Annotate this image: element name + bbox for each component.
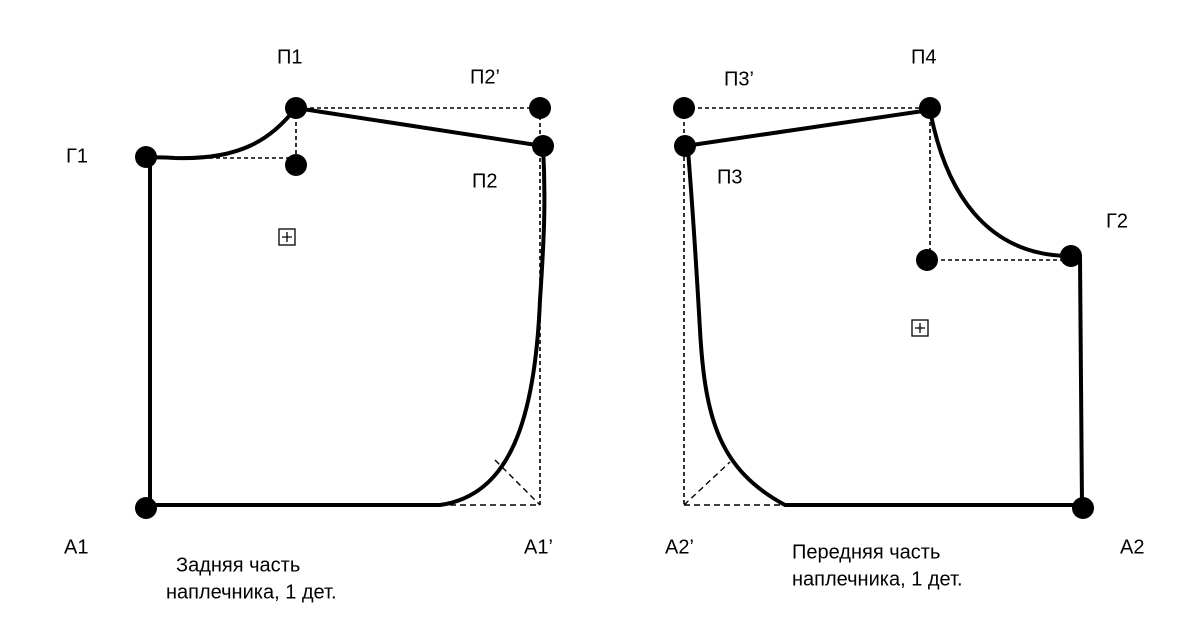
point <box>135 146 157 168</box>
point <box>529 97 551 119</box>
point-label: Г2 <box>1106 210 1128 232</box>
back-piece: П1 П2’ Г1 П2 А1 А1’ Задняя часть наплечн… <box>64 46 554 603</box>
point <box>1072 497 1094 519</box>
point <box>532 135 554 157</box>
front-piece: П3’ П4 П3 Г2 А2’ А2 Передняя часть напле… <box>665 46 1144 590</box>
point-label: А2 <box>1120 536 1144 558</box>
point-label: П4 <box>911 46 937 68</box>
point-label: А1’ <box>524 536 553 558</box>
caption: Передняя часть <box>792 541 940 563</box>
point-label: А2’ <box>665 536 694 558</box>
point <box>674 135 696 157</box>
point-label: Г1 <box>66 145 88 167</box>
outline <box>147 106 547 507</box>
caption: наплечника, 1 дет. <box>166 581 337 603</box>
point <box>135 497 157 519</box>
point-label: П1 <box>277 46 303 68</box>
grain-mark <box>911 319 929 337</box>
point <box>919 97 941 119</box>
point-label: П3 <box>717 166 743 188</box>
guide-lines <box>683 107 1071 505</box>
caption: Задняя часть <box>176 554 300 576</box>
outline <box>683 108 1084 507</box>
point-label: А1 <box>64 536 88 558</box>
guide-lines <box>683 461 785 506</box>
point-label: П2 <box>472 170 498 192</box>
point-label: П3’ <box>724 68 754 90</box>
guide-lines <box>146 107 541 505</box>
caption: наплечника, 1 дет. <box>792 568 963 590</box>
grain-mark <box>278 228 296 246</box>
point <box>673 97 695 119</box>
point <box>285 154 307 176</box>
point <box>916 249 938 271</box>
point <box>1060 245 1082 267</box>
point-label: П2’ <box>470 66 500 88</box>
point <box>285 97 307 119</box>
